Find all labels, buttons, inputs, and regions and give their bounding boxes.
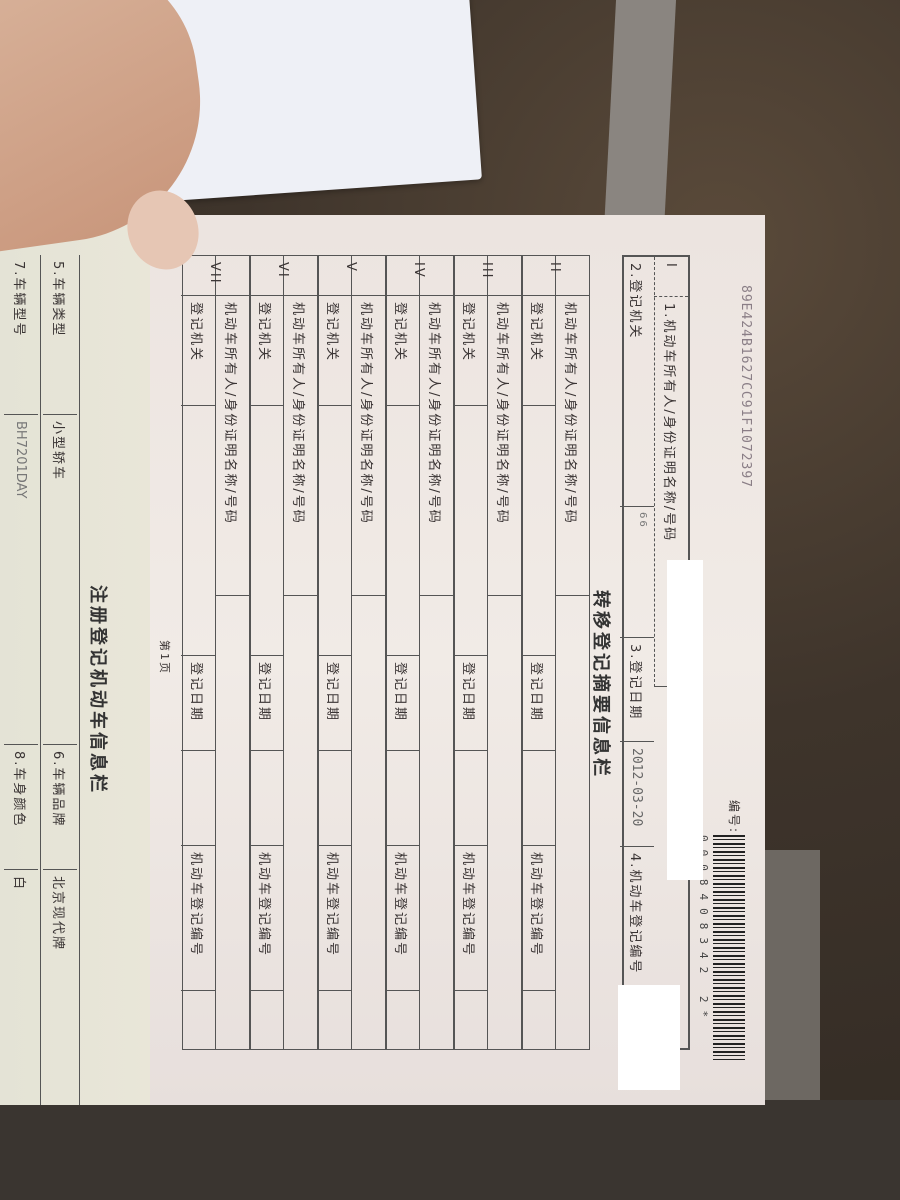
section-numeral: VI — [249, 256, 317, 296]
date-label: 登记日期 — [249, 656, 283, 751]
barcode — [713, 835, 745, 1060]
curb — [603, 0, 677, 230]
transfer-section: VI 机动车所有人/身份证明名称/号码 登记机关登记日期机动车登记编号 — [249, 255, 318, 1050]
authority-label: 登记机关 — [521, 296, 555, 406]
date-label: 登记日期 — [521, 656, 555, 751]
transfer-section: IV 机动车所有人/身份证明名称/号码 登记机关登记日期机动车登记编号 — [385, 255, 454, 1050]
reg-no-label: 4.机动车登记编号 — [620, 847, 654, 992]
reg-no-label: 机动车登记编号 — [453, 846, 487, 991]
authority-value — [181, 406, 215, 656]
owner-label: 机动车所有人/身份证明名称/号码 — [419, 296, 453, 596]
number-label: 编号: — [727, 800, 741, 835]
transfer-section: V 机动车所有人/身份证明名称/号码 登记机关登记日期机动车登记编号 — [317, 255, 386, 1050]
authority-value — [317, 406, 351, 656]
section-numeral: VII — [181, 256, 249, 296]
reg-no-label: 机动车登记编号 — [521, 846, 555, 991]
authority-label: 登记机关 — [453, 296, 487, 406]
reg-no-label: 机动车登记编号 — [317, 846, 351, 991]
owner-label: 机动车所有人/身份证明名称/号码 — [215, 296, 249, 596]
section-numeral: I — [654, 257, 688, 297]
section-numeral: V — [317, 256, 385, 296]
authority-label: 登记机关 — [317, 296, 351, 406]
owner-label: 机动车所有人/身份证明名称/号码 — [283, 296, 317, 596]
date-value — [453, 751, 487, 846]
date-value — [385, 751, 419, 846]
owner-label: 机动车所有人/身份证明名称/号码 — [351, 296, 385, 596]
date-value — [317, 751, 351, 846]
redaction — [667, 560, 703, 880]
date-value: 2012-03-20 — [620, 742, 654, 847]
authority-label: 登记机关 — [249, 296, 283, 406]
authority-value — [385, 406, 419, 656]
date-label: 登记日期 — [317, 656, 351, 751]
model-value: BH7201DAY — [4, 415, 38, 745]
date-value — [181, 751, 215, 846]
right-page: 89E424B1627CC91F1072397 编号: 0008408342 2… — [150, 215, 765, 1105]
section-numeral: III — [453, 256, 521, 296]
vehicle-info-table: 5.车辆类型 小型轿车 6.车辆品牌 北京现代牌 7.车辆型号 BH7201DA… — [0, 255, 80, 1105]
vehicle-type-label: 5.车辆类型 — [43, 255, 77, 415]
transfer-section: II 机动车所有人/身份证明名称/号码 登记机关登记日期机动车登记编号 — [521, 255, 590, 1050]
reg-no-label: 机动车登记编号 — [385, 846, 419, 991]
page-number: 第1页 — [158, 640, 171, 675]
serial-number: 89E424B1627CC91F1072397 — [738, 285, 753, 489]
model-label: 7.车辆型号 — [4, 255, 38, 415]
brand-value: 北京现代牌 — [50, 876, 66, 952]
reg-no-label: 机动车登记编号 — [181, 846, 215, 991]
authority-value — [521, 406, 555, 656]
transfer-section: III 机动车所有人/身份证明名称/号码 登记机关登记日期机动车登记编号 — [453, 255, 522, 1050]
authority-value — [249, 406, 283, 656]
owner-label: 机动车所有人/身份证明名称/号码 — [487, 296, 521, 596]
reg-no-label: 机动车登记编号 — [249, 846, 283, 991]
color-label: 8.车身颜色 — [4, 745, 38, 870]
date-label: 3.登记日期 — [620, 637, 654, 742]
section-numeral: IV — [385, 256, 453, 296]
authority-value — [453, 406, 487, 656]
date-label: 登记日期 — [453, 656, 487, 751]
transfer-section-title: 转移登记摘要信息栏 — [590, 590, 611, 779]
left-page: 注册登记机动车信息栏 5.车辆类型 小型轿车 6.车辆品牌 北京现代牌 7.车辆… — [0, 215, 150, 1105]
authority-label: 2.登记机关 — [620, 257, 654, 507]
brand-label: 6.车辆品牌 — [43, 745, 77, 870]
date-value — [249, 751, 283, 846]
redaction — [618, 985, 680, 1090]
owner-label: 机动车所有人/身份证明名称/号码 — [555, 296, 589, 596]
vehicle-type-value: 小型轿车 — [43, 415, 77, 745]
transfer-section: VII 机动车所有人/身份证明名称/号码 登记机关登记日期机动车登记编号 — [181, 255, 250, 1050]
registration-certificate: 89E424B1627CC91F1072397 编号: 0008408342 2… — [0, 215, 765, 1105]
authority-label: 登记机关 — [181, 296, 215, 406]
date-value — [521, 751, 555, 846]
date-label: 登记日期 — [385, 656, 419, 751]
color-value: 白 — [11, 876, 27, 892]
section-numeral: II — [521, 256, 589, 296]
authority-value: 66 — [637, 512, 648, 529]
registration-section-title: 注册登记机动车信息栏 — [87, 585, 108, 795]
date-label: 登记日期 — [181, 656, 215, 751]
ground-background — [0, 1100, 900, 1200]
authority-label: 登记机关 — [385, 296, 419, 406]
